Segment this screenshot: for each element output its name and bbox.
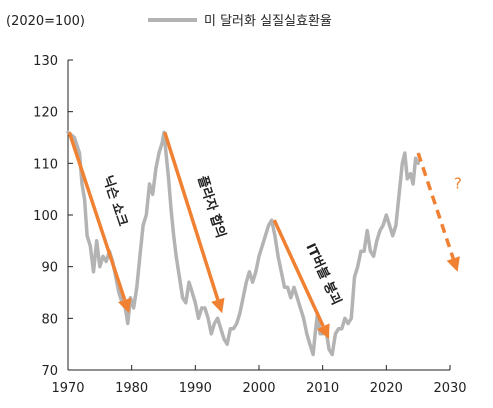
arrow-head — [118, 297, 132, 314]
arrow-shaft — [67, 131, 127, 301]
x-tick-label: 1980 — [115, 381, 148, 396]
x-tick-label: 2000 — [242, 381, 275, 396]
arrow-shaft — [272, 219, 325, 328]
arrow-shaft — [416, 152, 455, 260]
series-layer — [66, 130, 420, 357]
y-tick-label: 70 — [41, 364, 58, 379]
x-tick-label: 1970 — [51, 381, 84, 396]
annotation-label: 닉슨 쇼크 — [99, 174, 130, 228]
trend-arrow: IT버블 붕괴 — [272, 219, 345, 339]
arrow-head — [316, 323, 330, 339]
y-tick-label: 110 — [33, 157, 58, 172]
unit-label: (2020=100) — [6, 14, 85, 29]
trend-arrow: 플라자 합의 — [163, 131, 229, 314]
legend-label: 미 달러화 실질실효환율 — [204, 14, 332, 29]
series-line — [66, 130, 420, 357]
trend-arrow: 닉슨 쇼크 — [67, 131, 132, 314]
x-ticks: 1970 1980 1990 2000 2010 2020 2030 — [51, 365, 467, 396]
arrow-head — [446, 256, 460, 272]
annotation-label: ? — [454, 175, 462, 193]
trend-arrow: ? — [416, 152, 462, 272]
y-tick-label: 120 — [33, 106, 58, 121]
y-tick-label: 100 — [33, 209, 58, 224]
arrow-head — [211, 297, 225, 314]
x-tick-label: 2030 — [433, 381, 466, 396]
x-tick-label: 2010 — [306, 381, 339, 396]
x-tick-label: 1990 — [179, 381, 212, 396]
y-tick-label: 80 — [41, 312, 58, 327]
y-tick-label: 90 — [41, 261, 58, 276]
x-tick-label: 2020 — [370, 381, 403, 396]
y-ticks: 70 80 90 100 110 120 130 — [33, 54, 73, 379]
legend: 미 달러화 실질실효환율 — [148, 14, 332, 29]
y-tick-label: 130 — [33, 54, 58, 69]
arrow-shaft — [163, 131, 220, 301]
annotation-label: 플라자 합의 — [194, 174, 229, 240]
